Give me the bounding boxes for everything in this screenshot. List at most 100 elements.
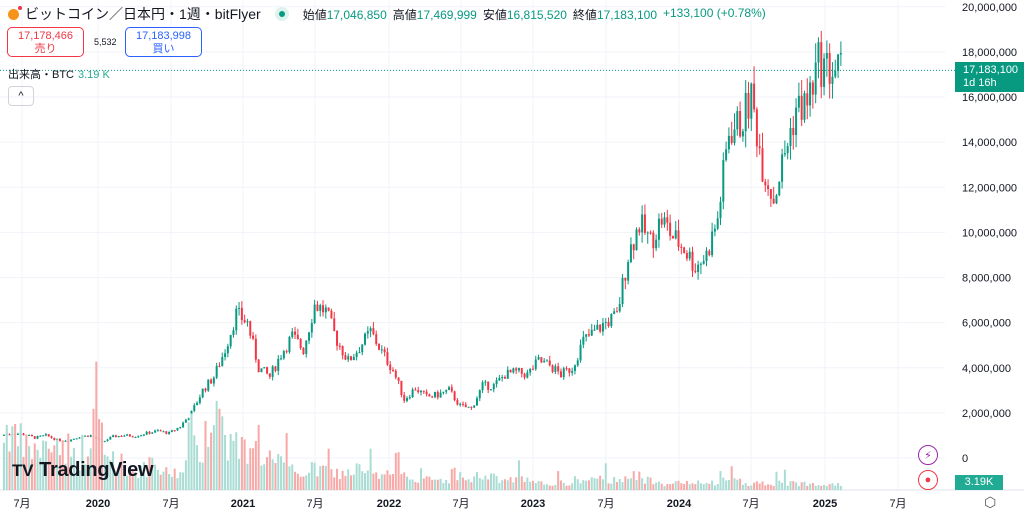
volume-bar (764, 485, 767, 490)
volume-bar (271, 459, 274, 490)
candle-body (641, 214, 644, 233)
volume-bar (459, 472, 462, 490)
volume-bar (319, 466, 322, 490)
x-tick-label: 7月 (597, 498, 614, 510)
volume-bar (590, 477, 593, 490)
volume-bar (470, 482, 473, 490)
record-icon[interactable]: ● (918, 470, 938, 490)
volume-bar (106, 456, 109, 490)
x-tick-label: 7月 (889, 498, 906, 510)
collapse-legend-button[interactable]: ^ (8, 86, 34, 106)
settings-icon[interactable]: ⬡ (984, 494, 997, 510)
candle-body (280, 358, 283, 360)
volume-bar (643, 483, 646, 490)
candle-body (708, 250, 711, 256)
tradingview-logo[interactable]: TV TradingView (12, 459, 154, 481)
volume-bar (537, 481, 540, 490)
buy-button[interactable]: 17,183,998 買い (125, 27, 202, 57)
volume-bar (447, 483, 450, 490)
candle-body (599, 324, 602, 332)
lightning-icon[interactable]: ⚡ (918, 445, 938, 465)
volume-bar (775, 471, 778, 490)
volume-bar (657, 481, 660, 490)
candle-body (294, 331, 297, 335)
volume-bar (769, 484, 772, 490)
candle-body (797, 95, 800, 108)
volume-bar (604, 463, 607, 490)
volume-bar (627, 478, 630, 490)
candle-body (481, 382, 484, 391)
candle-body (330, 310, 333, 319)
volume-bar (117, 470, 120, 490)
volume-bar (260, 465, 263, 490)
candle-body (333, 318, 336, 331)
sell-button[interactable]: 17,178,466 売り (7, 27, 84, 57)
volume-bar (78, 470, 81, 490)
volume-bar (478, 478, 481, 490)
volume-bar (797, 486, 800, 490)
volume-bar (680, 483, 683, 490)
candle-body (540, 357, 543, 363)
volume-bar (414, 482, 417, 490)
candle-body (44, 434, 47, 436)
candle-body (114, 435, 117, 438)
volume-bar (305, 475, 308, 490)
volume-bar (618, 479, 621, 490)
market-status-icon[interactable] (274, 7, 289, 21)
volume-bar (705, 482, 708, 490)
volume-bar (736, 479, 739, 490)
volume-bar (131, 468, 134, 490)
volume-bar (722, 477, 725, 490)
last-price-label: 17,183,100 1d 16h (955, 62, 1024, 92)
candle-body (615, 311, 618, 313)
candle-body (403, 394, 406, 401)
volume-bar (280, 456, 283, 490)
volume-bar (285, 433, 288, 490)
candle-body (254, 338, 257, 360)
volume-bar (408, 479, 411, 490)
volume-bar (520, 476, 523, 490)
volume-bar (288, 466, 291, 490)
volume-bar (744, 483, 747, 490)
candle-body (683, 247, 686, 254)
volume-bar (411, 479, 414, 490)
candle-body (123, 435, 126, 437)
candle-body (492, 384, 495, 390)
y-tick-label: 0 (962, 453, 968, 465)
candle-body (235, 308, 238, 331)
volume-bar (112, 451, 115, 490)
volume-bar (165, 467, 168, 490)
candle-body (137, 436, 140, 438)
candle-body (803, 93, 806, 120)
candle-body (727, 135, 730, 150)
candle-body (467, 406, 470, 408)
candle-body (179, 427, 182, 429)
volume-bar (361, 471, 364, 490)
candle-body (210, 379, 213, 384)
volume-bar (70, 456, 73, 490)
candle-body (433, 391, 436, 398)
volume-bar (582, 480, 585, 490)
candle-body (484, 381, 487, 383)
candle-body (753, 83, 756, 110)
symbol-title[interactable]: ビットコイン／日本円・1週・bitFlyer (25, 6, 261, 22)
volume-bar (254, 441, 257, 490)
volume-bar (685, 480, 688, 490)
volume-bar (417, 482, 420, 490)
volume-bar (257, 424, 260, 490)
candle-body (795, 107, 798, 136)
candle-body (627, 262, 630, 281)
volume-bar (585, 480, 588, 490)
candle-body (58, 438, 61, 441)
candle-body (154, 430, 157, 433)
candle-body (618, 304, 621, 312)
x-tick-label: 7月 (13, 498, 30, 510)
volume-bar (39, 457, 42, 490)
volume-bar (274, 463, 277, 490)
volume-bar (114, 474, 117, 490)
candle-body (408, 397, 411, 399)
candle-body (128, 434, 131, 437)
volume-bar (716, 483, 719, 490)
candle-body (201, 388, 204, 398)
